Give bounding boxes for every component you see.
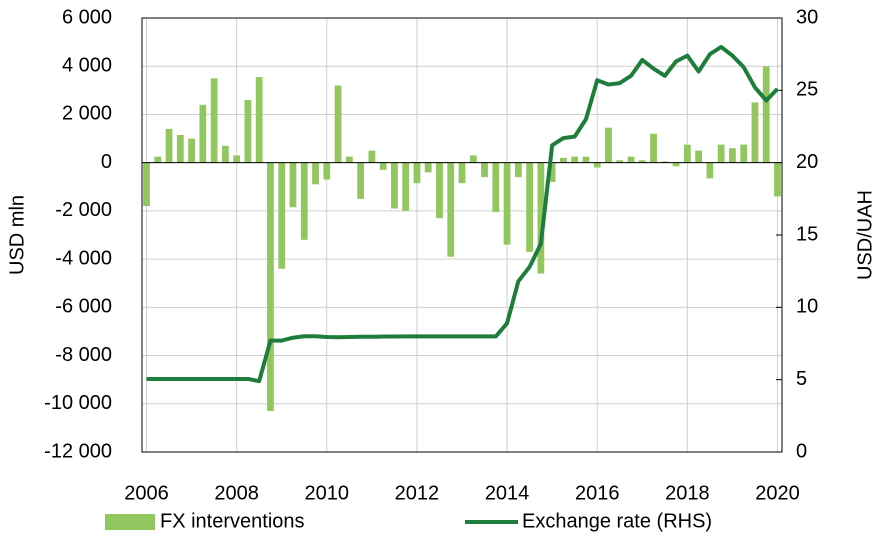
x-tick-label: 2020 bbox=[755, 482, 800, 504]
bar bbox=[751, 102, 759, 163]
bar bbox=[402, 162, 410, 211]
y-tick-label: 0 bbox=[101, 151, 112, 173]
plot-frame bbox=[141, 17, 783, 453]
x-tick-label: 2008 bbox=[214, 482, 259, 504]
y2-tick-label: 30 bbox=[796, 6, 818, 28]
bar bbox=[345, 156, 353, 163]
bar bbox=[312, 162, 319, 185]
bar bbox=[424, 162, 432, 173]
bar bbox=[774, 162, 781, 197]
bar bbox=[458, 162, 466, 184]
bar bbox=[650, 133, 657, 163]
bar bbox=[233, 155, 241, 163]
bar bbox=[492, 162, 500, 213]
bar bbox=[616, 160, 624, 163]
bar bbox=[210, 78, 218, 163]
bar bbox=[514, 162, 522, 178]
legend-label: Exchange rate (RHS) bbox=[522, 510, 712, 532]
x-tick-label: 2014 bbox=[485, 482, 530, 504]
y-tick-label: -10 000 bbox=[44, 392, 112, 414]
y2-axis-label: USD/UAH bbox=[854, 190, 876, 280]
bar bbox=[413, 162, 421, 184]
bar bbox=[469, 155, 477, 163]
bar bbox=[368, 150, 376, 163]
bar bbox=[706, 162, 714, 179]
bar bbox=[762, 66, 770, 163]
bar bbox=[323, 162, 331, 180]
bar bbox=[548, 162, 556, 182]
bar bbox=[582, 156, 590, 163]
bar bbox=[267, 162, 274, 412]
x-tick-label: 2006 bbox=[124, 482, 169, 504]
bar bbox=[379, 162, 387, 170]
x-tick-label: 2018 bbox=[665, 482, 710, 504]
bar bbox=[357, 162, 364, 199]
bar bbox=[154, 156, 162, 163]
legend-label: FX interventions bbox=[160, 510, 305, 532]
bar bbox=[627, 156, 635, 163]
bar bbox=[537, 162, 545, 274]
y2-tick-label: 15 bbox=[796, 223, 818, 245]
bar bbox=[244, 99, 252, 163]
bar bbox=[560, 157, 567, 163]
y-tick-label: -4 000 bbox=[55, 247, 112, 269]
bar bbox=[672, 162, 680, 167]
line bbox=[146, 44, 779, 384]
bar bbox=[503, 162, 511, 245]
bar bbox=[199, 104, 207, 163]
bar bbox=[740, 144, 748, 163]
bar bbox=[300, 162, 308, 240]
y-tick-label: 4 000 bbox=[62, 55, 112, 77]
y-tick-label: 2 000 bbox=[62, 103, 112, 125]
bar bbox=[695, 150, 702, 163]
bar bbox=[334, 85, 342, 163]
bar bbox=[391, 162, 398, 209]
y-tick-label: -2 000 bbox=[55, 199, 112, 221]
bar bbox=[436, 162, 443, 219]
bar bbox=[188, 138, 195, 163]
bar bbox=[717, 144, 725, 163]
x-tick-label: 2010 bbox=[305, 482, 350, 504]
bar bbox=[447, 162, 455, 257]
y-tick-label: -6 000 bbox=[55, 296, 112, 318]
bar bbox=[605, 127, 612, 163]
bar bbox=[729, 148, 736, 163]
bar bbox=[571, 156, 579, 163]
bar bbox=[638, 160, 646, 163]
x-tick-label: 2016 bbox=[575, 482, 620, 504]
bar bbox=[255, 77, 263, 163]
bar bbox=[661, 161, 669, 163]
legend-swatch bbox=[105, 514, 155, 530]
bar bbox=[526, 162, 533, 252]
y-axis-label: USD mln bbox=[6, 195, 28, 275]
y-tick-label: -12 000 bbox=[44, 440, 112, 462]
bar bbox=[143, 162, 150, 207]
bar bbox=[481, 162, 488, 178]
x-tick-label: 2012 bbox=[395, 482, 440, 504]
y2-tick-label: 5 bbox=[796, 368, 807, 390]
bar bbox=[176, 134, 184, 163]
bar bbox=[222, 145, 229, 163]
bar bbox=[593, 162, 601, 168]
bar bbox=[165, 128, 173, 163]
y-tick-label: 6 000 bbox=[62, 6, 112, 28]
bar bbox=[278, 162, 286, 269]
y2-tick-label: 20 bbox=[796, 151, 818, 173]
y-tick-label: -8 000 bbox=[55, 344, 112, 366]
y2-tick-label: 10 bbox=[796, 296, 818, 318]
y2-tick-label: 25 bbox=[796, 79, 818, 101]
bar bbox=[289, 162, 297, 208]
y2-tick-label: 0 bbox=[796, 440, 807, 462]
bar bbox=[683, 144, 691, 163]
